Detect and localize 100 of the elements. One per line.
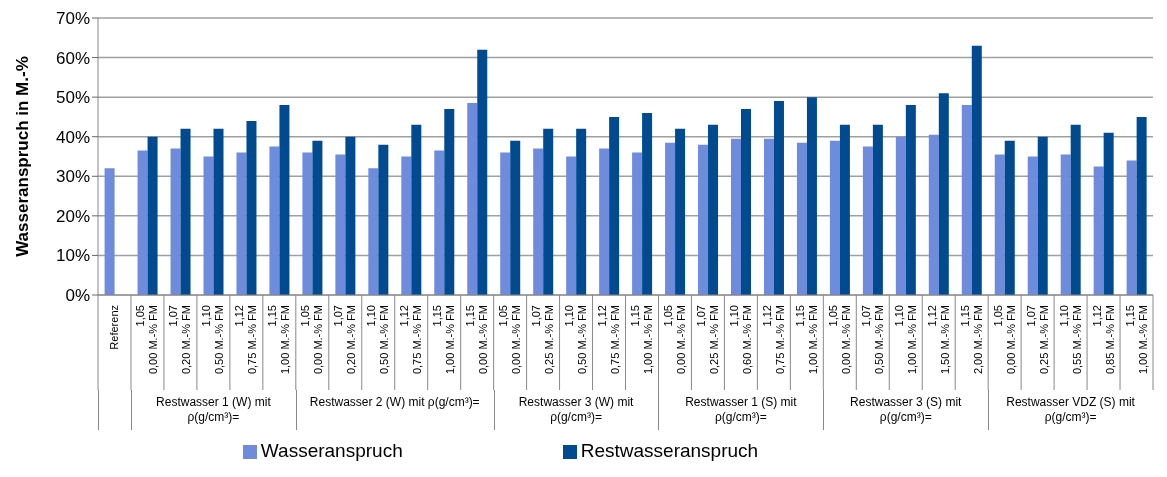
bar <box>1126 160 1137 295</box>
bar <box>1004 140 1015 295</box>
bar <box>180 128 191 295</box>
bar <box>434 150 445 295</box>
x-tick-label: 1,15 2,00 M.-% FM <box>958 305 984 375</box>
bar <box>895 136 906 295</box>
bar <box>731 138 741 295</box>
x-tick-label: 1,15 1,00 M.-% FM <box>793 305 819 375</box>
text: Restwasser 1 (W) mit ρ(g/cm³)= <box>155 395 272 425</box>
bar <box>938 93 949 295</box>
bar <box>632 152 643 295</box>
text: Restwasser 3 (W) mit ρ(g/cm³)= <box>517 395 635 425</box>
text: Restwasser 3 (S) mit ρ(g/cm³)= <box>849 395 963 425</box>
x-tick-label: 1,15 1,00 M.-% FM <box>266 305 292 375</box>
bar <box>971 45 982 295</box>
bar <box>994 154 1005 295</box>
bar <box>829 140 840 295</box>
bar <box>905 105 916 295</box>
y-tick-label: 20% <box>55 206 90 226</box>
x-tick-label: 1,05 0,00 M.-% FM <box>497 305 523 375</box>
bar <box>312 140 323 295</box>
bar <box>147 136 158 295</box>
x-tick-label: 1,10 0,55 M.-% FM <box>1057 305 1083 375</box>
bar <box>335 154 346 295</box>
bar <box>279 105 290 295</box>
bar <box>1070 124 1081 295</box>
bar <box>1027 156 1038 295</box>
bar <box>1093 166 1104 295</box>
y-tick-label: 40% <box>55 127 90 147</box>
bar <box>444 109 455 295</box>
x-tick-label: 1,15 1,00 M.-% FM <box>628 305 654 375</box>
text: Restwasser 2 (W) mit ρ(g/cm³)= <box>308 395 481 410</box>
bar <box>246 120 257 295</box>
legend-label: Restwasseranspruch <box>580 440 759 461</box>
x-tick-label: Referenz <box>108 305 121 350</box>
bar <box>862 146 873 295</box>
bar <box>796 142 807 295</box>
bar <box>961 105 972 295</box>
x-tick-label: 1,12 0,75 M.-% FM <box>760 305 786 375</box>
bar <box>401 156 412 295</box>
bar <box>411 124 422 295</box>
bar <box>477 49 488 295</box>
x-tick-label: 1,07 0,25 M.-% FM <box>1024 305 1050 375</box>
y-tick-label: 0% <box>65 286 90 306</box>
legend-label: Wasseranspruch <box>260 440 403 461</box>
bar <box>698 144 709 295</box>
x-tick-label: 1,05 0,00 M.-% FM <box>299 305 325 375</box>
x-tick-label: 1,10 0,50 M.-% FM <box>200 305 226 375</box>
bar <box>1037 136 1048 295</box>
bar <box>1060 154 1071 295</box>
bar <box>806 97 817 295</box>
x-tick-label: 1,10 1,00 M.-% FM <box>892 305 918 375</box>
bar <box>566 156 577 295</box>
bar <box>302 152 313 295</box>
text: Restwasser 1 (S) mit ρ(g/cm³)= <box>684 395 798 425</box>
x-tick-label: 1,07 0,20 M.-% FM <box>167 305 193 375</box>
x-tick-label: 1,05 0,00 M.-% FM <box>134 305 160 375</box>
x-tick-label: 1,05 0,00 M.-% FM <box>991 305 1017 375</box>
x-tick-label: 1,07 0,25 M.-% FM <box>694 305 720 375</box>
bar <box>170 148 181 295</box>
bar <box>203 156 214 295</box>
bar <box>368 168 379 295</box>
x-tick-label: 1,07 0,50 M.-% FM <box>859 305 885 375</box>
y-axis-title: Wasseranspruch in M.-% <box>13 56 33 257</box>
y-tick-label: 60% <box>55 48 90 68</box>
bar <box>773 101 784 295</box>
x-tick-label: 1,10 0,50 M.-% FM <box>365 305 391 375</box>
bar <box>928 134 939 295</box>
x-tick-label: 1,12 0,75 M.-% FM <box>233 305 259 375</box>
bar <box>269 146 280 295</box>
bar <box>576 128 587 295</box>
x-tick-label: 1,05 0,00 M.-% FM <box>661 305 687 375</box>
x-tick-label: 1,12 0,75 M.-% FM <box>596 305 622 375</box>
x-tick-label: 1,15 1,00 M.-% FM <box>1123 305 1149 375</box>
y-tick-label: 70% <box>55 9 90 29</box>
text: Restwasser VDZ (S) mit ρ(g/cm³)= <box>1005 395 1136 425</box>
bar <box>137 150 148 295</box>
bar <box>104 168 115 295</box>
y-tick-label: 30% <box>55 167 90 187</box>
y-tick-label: 50% <box>55 88 90 108</box>
x-tick-label: 1,05 0,00 M.-% FM <box>826 305 852 375</box>
bar <box>500 152 511 295</box>
x-tick-label: 1,12 0,85 M.-% FM <box>1090 305 1116 375</box>
bar <box>510 140 521 295</box>
x-tick-label: 1,10 0,50 M.-% FM <box>563 305 589 375</box>
x-tick-label: 1,15 0,00 M.-% FM <box>464 305 490 375</box>
bar <box>665 142 676 295</box>
bar <box>741 109 751 295</box>
x-tick-label: 1,10 0,60 M.-% FM <box>727 305 753 375</box>
x-tick-label: 1,12 1,50 M.-% FM <box>925 305 951 375</box>
bar <box>763 138 774 295</box>
bar <box>642 112 653 295</box>
bar <box>533 148 544 295</box>
bar <box>609 116 620 295</box>
bar <box>213 128 224 295</box>
x-tick-label: 1,12 0,75 M.-% FM <box>398 305 424 375</box>
bar <box>236 152 247 295</box>
bar <box>675 128 686 295</box>
bar <box>378 144 389 295</box>
bar <box>839 124 850 295</box>
